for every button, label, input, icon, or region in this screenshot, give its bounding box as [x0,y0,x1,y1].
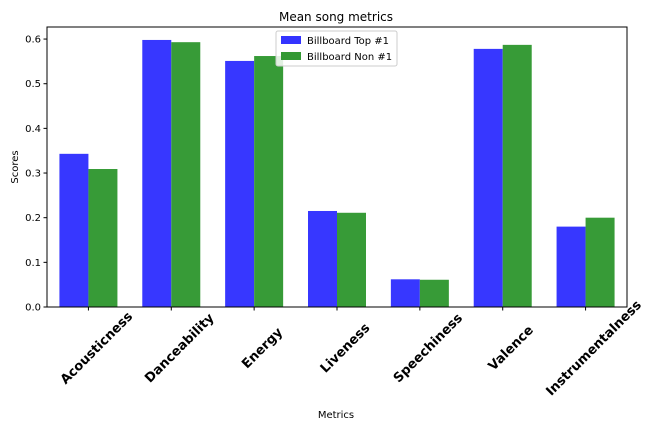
bar-non1-valence [502,44,532,307]
legend: Billboard Top #1 Billboard Non #1 [275,30,398,67]
bar-top1-acousticness [59,153,89,307]
legend-box [275,30,398,67]
x-axis: Acousticness Danceability Energy Liveness Sp… [58,298,645,400]
y-tick-label: 0.3 [25,169,41,180]
x-category-label-speechiness: Speechiness [391,311,466,386]
y-tick-label: 0.4 [25,124,41,135]
legend-swatch [281,36,301,44]
bar-top1-valence [473,48,503,307]
x-category-label-valence: Valence [486,323,537,374]
bar-non1-energy [254,56,284,307]
y-axis: 0.0 0.1 0.2 0.3 0.4 0.5 0.6 [25,35,47,314]
bar-non1-liveness [337,212,366,307]
bar-non1-danceability [171,42,201,308]
x-category-label-danceability: Danceability [142,311,218,387]
legend-label: Billboard Non #1 [307,52,392,63]
x-axis-label: Metrics [318,410,354,421]
x-category-label-liveness: Liveness [318,321,374,377]
y-tick-label: 0.5 [25,79,41,90]
y-tick-label: 0.6 [25,35,41,46]
bar-non1-acousticness [88,169,118,307]
chart-title: Mean song metrics [279,10,393,24]
y-axis-label: Scores [10,150,21,183]
bars-group [59,39,615,308]
bar-top1-liveness [308,210,337,307]
bar-non1-instrumentalness [585,217,615,307]
legend-label: Billboard Top #1 [307,36,389,47]
y-tick-label: 0.0 [25,303,41,314]
y-tick-label: 0.1 [25,258,41,269]
bar-top1-instrumentalness [556,226,586,307]
x-category-label-energy: Energy [239,325,286,372]
bar-top1-danceability [142,39,172,307]
legend-swatch [281,52,301,60]
x-category-label-instrumentalness: Instrumentalness [543,298,645,400]
bar-top1-speechiness [390,279,420,307]
y-tick-label: 0.2 [25,213,41,224]
bar-non1-speechiness [419,279,449,307]
bar-top1-energy [225,60,255,307]
x-category-label-acousticness: Acousticness [58,309,136,387]
